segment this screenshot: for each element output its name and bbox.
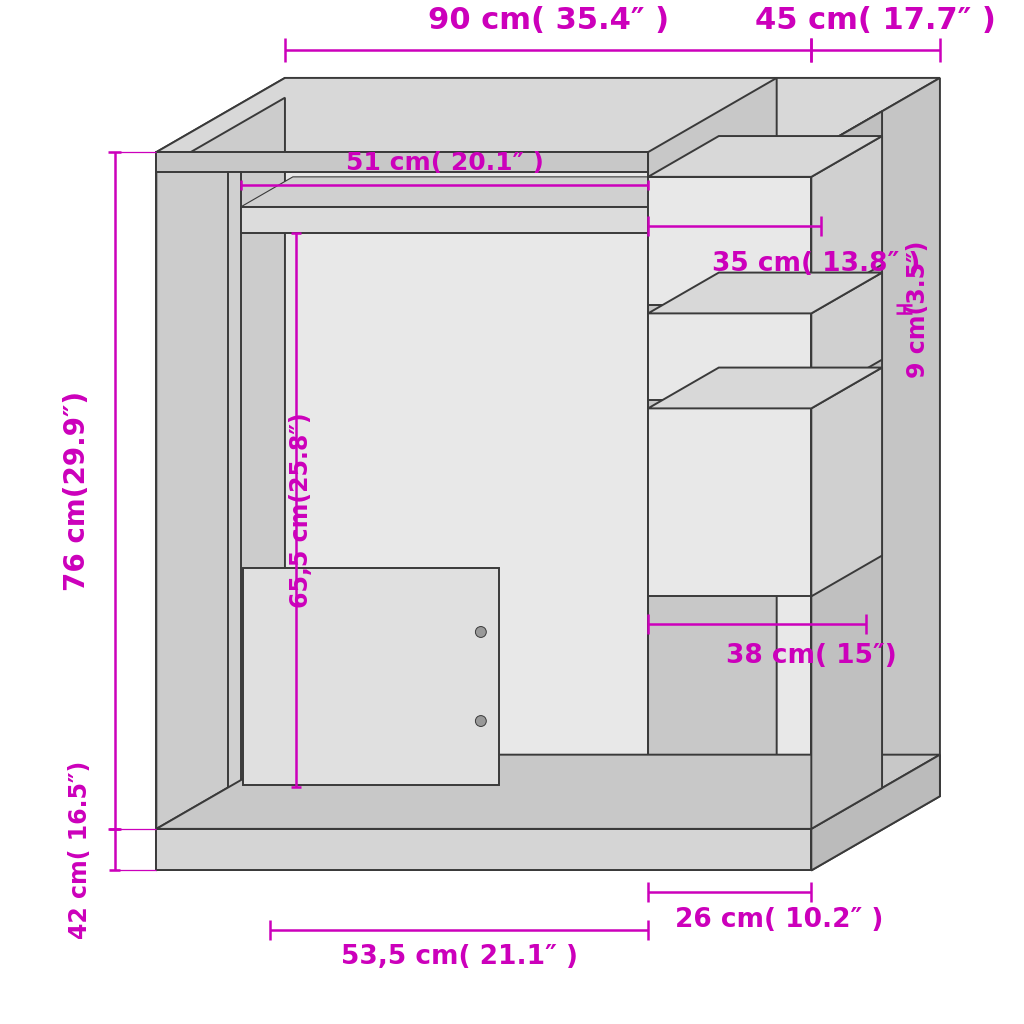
Polygon shape: [157, 153, 811, 870]
Polygon shape: [244, 567, 499, 785]
Polygon shape: [242, 177, 699, 207]
Polygon shape: [648, 368, 882, 409]
Text: 38 cm( 15″): 38 cm( 15″): [726, 643, 897, 669]
Polygon shape: [648, 177, 811, 305]
Polygon shape: [648, 409, 811, 596]
Polygon shape: [648, 78, 776, 828]
Polygon shape: [648, 136, 882, 177]
Polygon shape: [648, 272, 882, 313]
Polygon shape: [811, 272, 882, 400]
Polygon shape: [242, 207, 648, 233]
Polygon shape: [285, 78, 776, 755]
Text: 90 cm( 35.4″ ): 90 cm( 35.4″ ): [428, 6, 669, 35]
Polygon shape: [157, 153, 811, 172]
Text: 53,5 cm( 21.1″ ): 53,5 cm( 21.1″ ): [341, 944, 578, 971]
Polygon shape: [157, 78, 285, 870]
Text: 76 cm(29.9″): 76 cm(29.9″): [63, 390, 91, 591]
Polygon shape: [227, 172, 242, 828]
Polygon shape: [811, 755, 940, 870]
Text: 9 cm(3.5″): 9 cm(3.5″): [905, 241, 930, 378]
Polygon shape: [157, 97, 285, 828]
Polygon shape: [648, 313, 811, 400]
Polygon shape: [811, 112, 882, 828]
Text: 35 cm( 13.8″ ): 35 cm( 13.8″ ): [712, 251, 921, 276]
Polygon shape: [648, 177, 699, 233]
Polygon shape: [811, 368, 882, 596]
Polygon shape: [157, 78, 940, 153]
Circle shape: [475, 716, 486, 726]
Text: 51 cm( 20.1″ ): 51 cm( 20.1″ ): [346, 151, 544, 175]
Polygon shape: [811, 78, 940, 870]
Polygon shape: [157, 828, 811, 870]
Polygon shape: [157, 755, 940, 828]
Circle shape: [475, 627, 486, 637]
Polygon shape: [811, 136, 882, 305]
Text: 42 cm( 16.5″): 42 cm( 16.5″): [69, 761, 92, 939]
Text: 45 cm( 17.7″ ): 45 cm( 17.7″ ): [755, 6, 996, 35]
Text: 26 cm( 10.2″ ): 26 cm( 10.2″ ): [675, 907, 884, 933]
Text: 65,5 cm(25.8″): 65,5 cm(25.8″): [289, 413, 312, 608]
Circle shape: [651, 217, 657, 223]
